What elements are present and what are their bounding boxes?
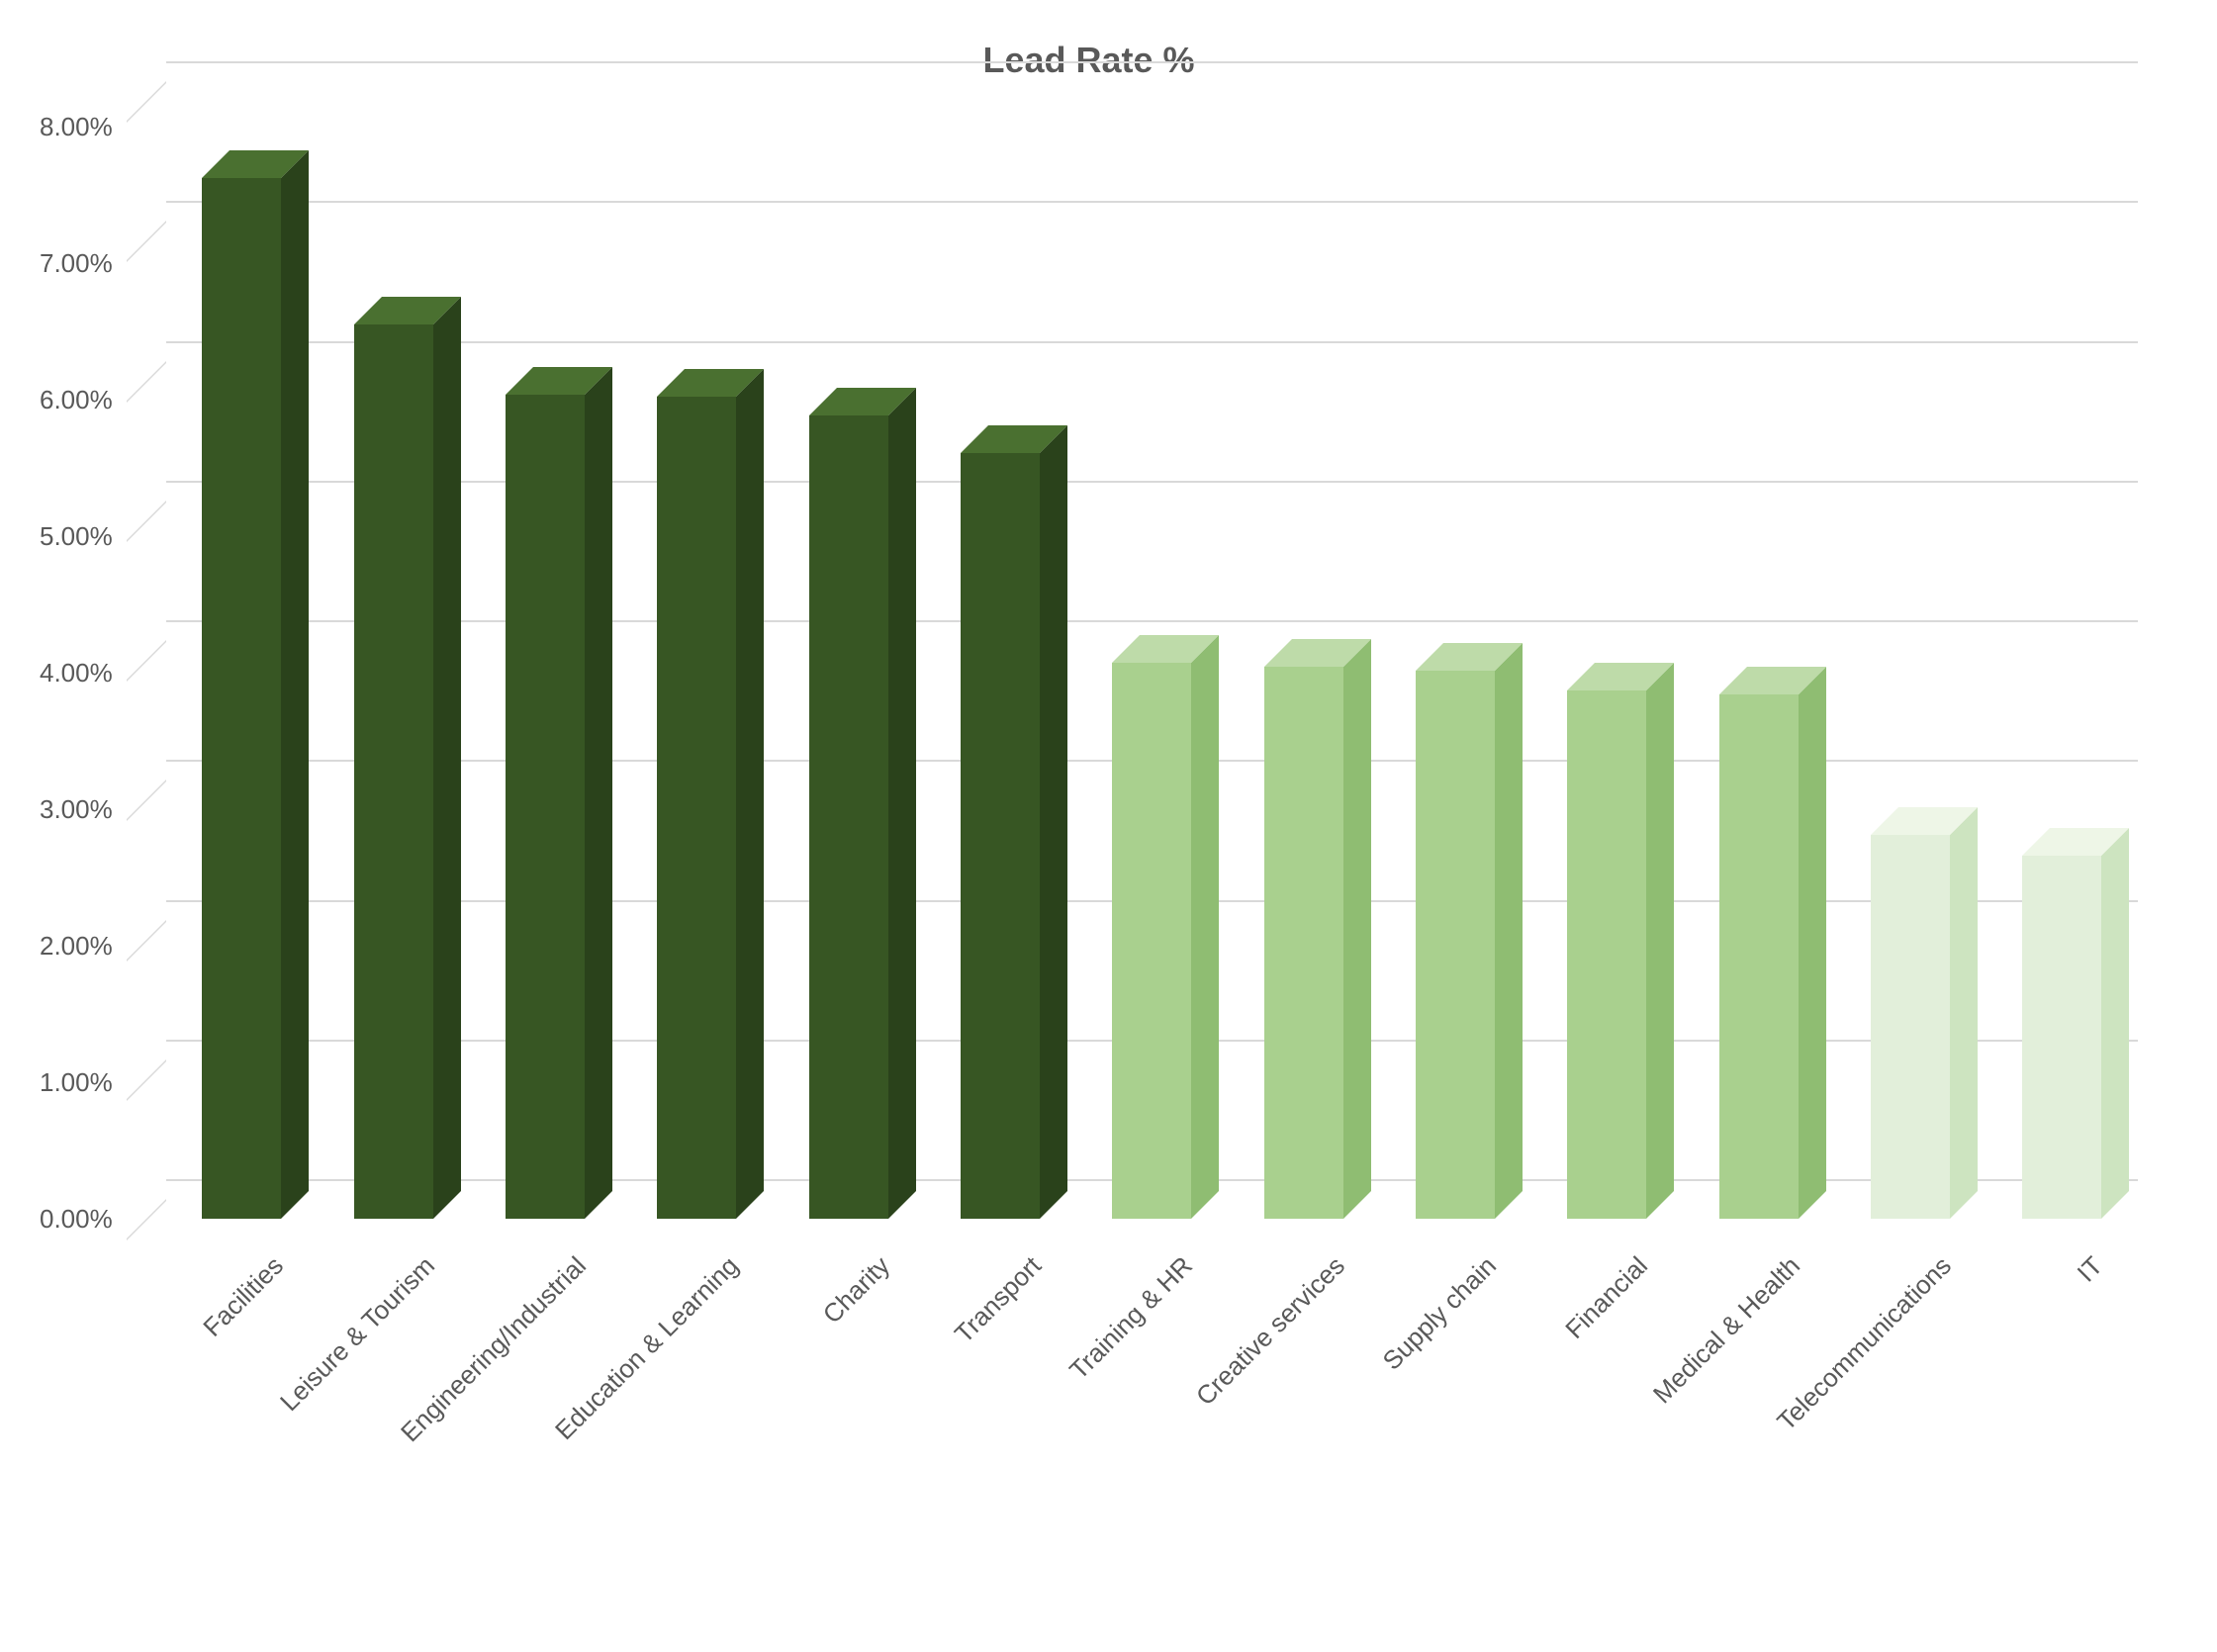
bar-side <box>1191 635 1219 1219</box>
x-tick-label-text: Financial <box>1560 1250 1655 1345</box>
bar <box>1264 667 1343 1219</box>
bar-side <box>1343 639 1371 1219</box>
y-tick-label: 3.00% <box>40 796 113 822</box>
bar <box>1719 694 1799 1219</box>
bar <box>961 453 1040 1219</box>
bar-front <box>1416 671 1495 1219</box>
bar-front <box>657 397 736 1219</box>
bar <box>809 415 888 1219</box>
bar <box>1112 663 1191 1219</box>
bar <box>657 397 736 1219</box>
bar-side <box>1950 807 1978 1219</box>
bars-area <box>166 101 2138 1219</box>
x-tick-label-text: Charity <box>816 1250 895 1330</box>
bar-side <box>736 369 764 1219</box>
bar-side <box>1799 667 1826 1219</box>
y-tick-label: 5.00% <box>40 523 113 549</box>
y-axis: 8.00% 7.00% 6.00% 5.00% 4.00% 3.00% 2.00% 1.00%… <box>40 101 127 1219</box>
bar <box>1871 835 1950 1219</box>
bar <box>506 395 585 1219</box>
y-tick-label: 2.00% <box>40 933 113 959</box>
bar-side <box>2101 828 2129 1219</box>
x-tick-label-text: IT <box>2072 1250 2109 1288</box>
x-tick-label-text: Facilities <box>197 1250 289 1342</box>
bar-front <box>202 178 281 1219</box>
bar <box>1567 690 1646 1219</box>
y-tick-label: 6.00% <box>40 387 113 413</box>
bar-front <box>1567 690 1646 1219</box>
bar <box>354 324 433 1219</box>
bar-front <box>506 395 585 1219</box>
bar <box>2022 856 2101 1219</box>
bar-side <box>1646 663 1674 1219</box>
bar-front <box>809 415 888 1219</box>
bar-front <box>1871 835 1950 1219</box>
bar-side <box>433 297 461 1219</box>
plot-area: 8.00% 7.00% 6.00% 5.00% 4.00% 3.00% 2.00% 1.00%… <box>40 101 2138 1219</box>
y-tick-label: 7.00% <box>40 250 113 276</box>
bar-side <box>585 367 612 1219</box>
bar-front <box>2022 856 2101 1219</box>
bar-side <box>1495 643 1523 1219</box>
y-tick-label: 8.00% <box>40 114 113 139</box>
x-tick-label-text: Transport <box>949 1250 1048 1349</box>
bar-side <box>888 388 916 1219</box>
bar-side <box>281 150 309 1219</box>
y-tick-label: 0.00% <box>40 1206 113 1232</box>
bar-side <box>1040 425 1067 1219</box>
y-tick-label: 1.00% <box>40 1069 113 1095</box>
gridline <box>166 61 2138 63</box>
x-axis-labels: FacilitiesLeisure & TourismEngineering/I… <box>166 1219 2138 1555</box>
bar-front <box>1719 694 1799 1219</box>
bar-front <box>1264 667 1343 1219</box>
chart-container: Lead Rate % 8.00%7.00%6.00%5.00%4.00%3.0… <box>0 0 2217 1595</box>
plot-3d <box>127 101 2138 1219</box>
y-tick-label: 4.00% <box>40 660 113 686</box>
bar <box>1416 671 1495 1219</box>
bar-front <box>354 324 433 1219</box>
bar-front <box>961 453 1040 1219</box>
bar <box>202 178 281 1219</box>
bar-front <box>1112 663 1191 1219</box>
